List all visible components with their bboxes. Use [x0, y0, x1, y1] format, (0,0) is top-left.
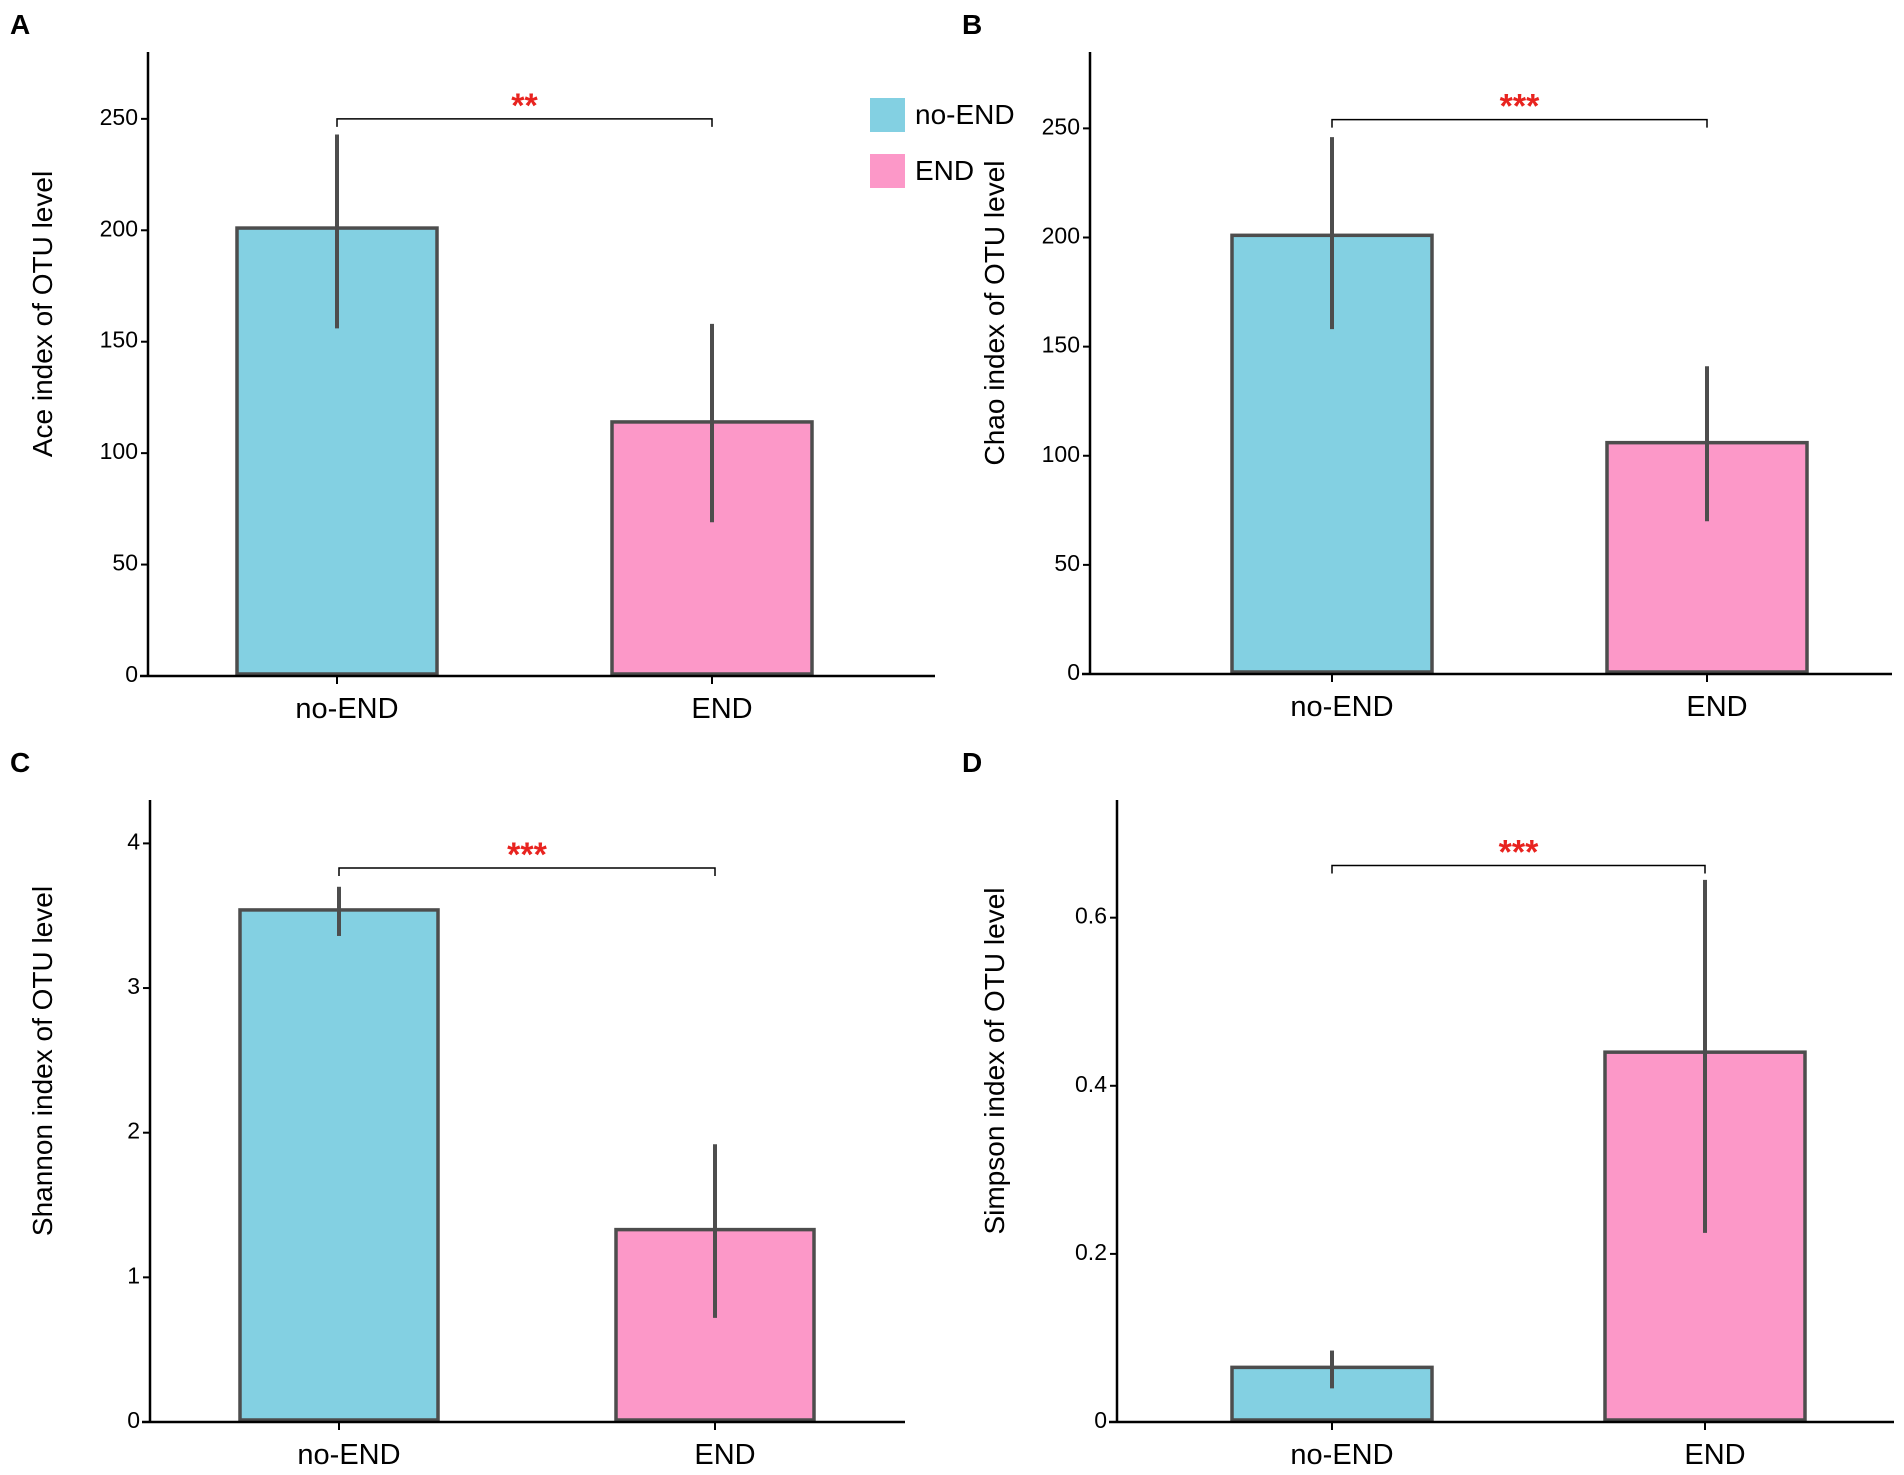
x-category-label: no-END [1290, 1439, 1393, 1471]
y-tick-label: 4 [127, 828, 140, 854]
y-tick-label: 250 [100, 104, 138, 130]
legend-label: no-END [915, 99, 1015, 130]
x-category-label: no-END [297, 1439, 400, 1471]
significance-label: ** [511, 87, 538, 125]
panel-b: B Chao index of OTU level 0 50 100 150 200 250 n… [952, 0, 1904, 737]
significance-label: *** [1500, 88, 1540, 126]
y-tick-label: 0 [1094, 1407, 1107, 1433]
y-tick-label: 0 [125, 661, 138, 687]
x-category-label: END [1686, 691, 1747, 723]
y-tick-label: 200 [100, 215, 138, 241]
y-tick-label: 100 [1042, 441, 1080, 467]
significance-bracket [338, 867, 716, 876]
y-tick-label: 100 [100, 438, 138, 464]
y-tick-label: 0 [127, 1407, 140, 1433]
x-category-label: no-END [1290, 691, 1393, 723]
x-category-label: END [1684, 1439, 1745, 1471]
panel-letter: B [962, 9, 982, 40]
y-tick-label: 2 [127, 1118, 140, 1144]
y-tick-label: 0 [1067, 659, 1080, 685]
y-tick-label: 50 [1054, 550, 1080, 576]
chart-svg: D Simpson index of OTU level 0 0.2 0.4 0.6 no-… [962, 747, 1894, 1471]
chart-svg: B Chao index of OTU level 0 50 100 150 200 250 n… [962, 9, 1892, 723]
panel-d: D Simpson index of OTU level 0 0.2 0.4 0.6 no-… [952, 738, 1904, 1475]
significance-label: *** [1499, 834, 1539, 872]
panel-a: A Ace index of OTU level 0 50 100 150 200 250 no… [0, 0, 1015, 737]
significance-bracket [336, 118, 713, 127]
y-tick-label: 0.4 [1075, 1071, 1107, 1097]
chart-svg: A Ace index of OTU level 0 50 100 150 200 250 no… [10, 9, 1015, 725]
panel-c: C Shannon index of OTU level 0 1 2 3 4 no-END EN… [0, 738, 952, 1475]
x-category-label: END [694, 1439, 755, 1471]
legend-swatch [870, 98, 905, 132]
y-tick-label: 1 [127, 1262, 140, 1288]
y-axis-label: Ace index of OTU level [27, 171, 58, 457]
y-tick-label: 0.2 [1075, 1239, 1107, 1265]
y-tick-label: 250 [1042, 113, 1080, 139]
panel-letter: A [10, 9, 30, 40]
bar-no-end [238, 908, 440, 1422]
y-tick-label: 200 [1042, 223, 1080, 249]
significance-bracket [1331, 864, 1706, 874]
y-axis-label: Chao index of OTU level [979, 160, 1010, 465]
chart-svg: C Shannon index of OTU level 0 1 2 3 4 no-END EN… [10, 747, 905, 1471]
panel-letter: C [10, 747, 30, 778]
panel-letter: D [962, 747, 982, 778]
legend-swatch [870, 154, 905, 188]
y-tick-label: 3 [127, 973, 140, 999]
y-axis-label: Simpson index of OTU level [979, 887, 1010, 1234]
x-category-label: END [691, 693, 752, 725]
significance-bracket [1331, 118, 1708, 128]
legend-label: END [915, 155, 974, 186]
y-tick-label: 50 [112, 550, 138, 576]
significance-label: *** [507, 836, 547, 874]
x-category-label: no-END [295, 693, 398, 725]
y-tick-label: 150 [100, 327, 138, 353]
y-tick-label: 0.6 [1075, 903, 1107, 929]
y-axis-label: Shannon index of OTU level [27, 886, 58, 1236]
y-tick-label: 150 [1042, 332, 1080, 358]
